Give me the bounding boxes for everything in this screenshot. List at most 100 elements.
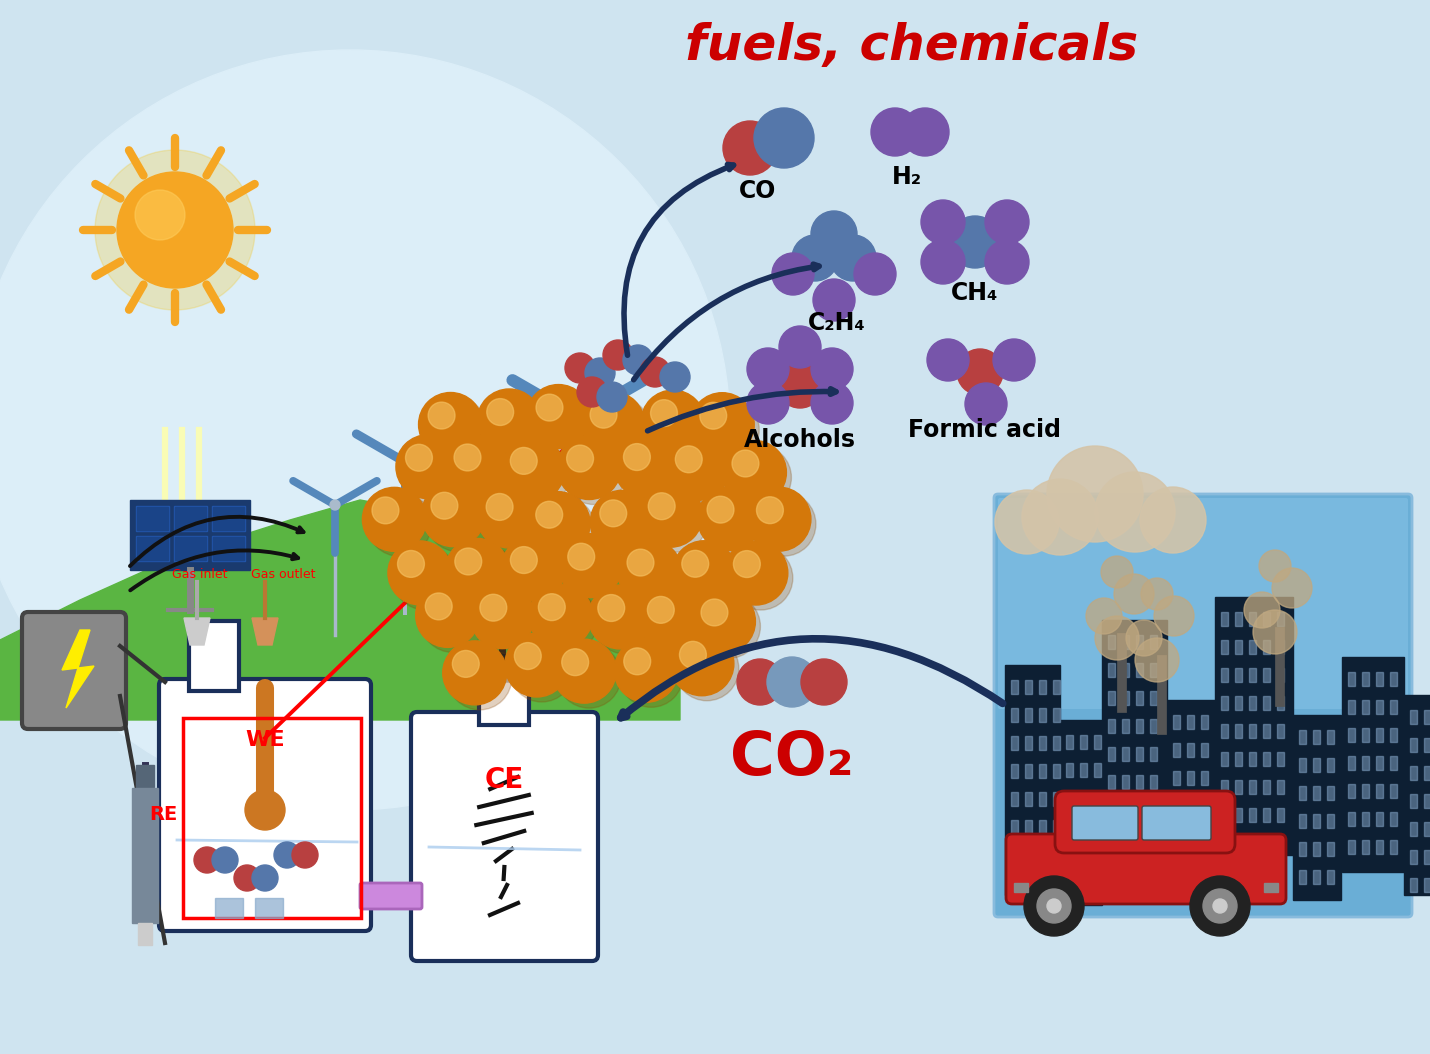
Bar	[1348, 728, 1356, 742]
Bar	[1201, 855, 1208, 868]
Circle shape	[482, 394, 546, 458]
Bar	[1011, 876, 1018, 890]
Text: WE: WE	[245, 730, 285, 750]
Bar	[132, 788, 157, 923]
Circle shape	[992, 339, 1035, 380]
Bar	[1094, 875, 1101, 889]
Bar	[1390, 812, 1397, 826]
Circle shape	[734, 550, 761, 578]
Bar	[1025, 680, 1032, 694]
Circle shape	[526, 491, 591, 555]
Circle shape	[619, 440, 684, 503]
Circle shape	[766, 657, 817, 707]
Circle shape	[425, 593, 452, 620]
Bar	[1277, 808, 1284, 822]
Bar	[1248, 752, 1256, 766]
Bar	[212, 536, 245, 561]
Bar	[1040, 876, 1045, 890]
Text: Gas inlet: Gas inlet	[172, 568, 227, 582]
Bar	[1108, 803, 1115, 817]
Circle shape	[619, 643, 684, 707]
Bar	[1376, 672, 1383, 686]
Circle shape	[615, 639, 678, 702]
Bar	[1313, 730, 1320, 744]
Bar	[1410, 766, 1417, 780]
Circle shape	[901, 108, 950, 156]
Circle shape	[565, 353, 595, 383]
Circle shape	[488, 435, 502, 449]
Circle shape	[588, 585, 652, 649]
Circle shape	[642, 592, 706, 656]
Circle shape	[669, 631, 734, 696]
Bar	[1103, 620, 1167, 865]
Circle shape	[94, 150, 255, 310]
Circle shape	[811, 382, 854, 424]
Text: H₂: H₂	[892, 165, 922, 189]
Bar	[1150, 719, 1157, 733]
Bar	[1327, 758, 1334, 772]
Circle shape	[511, 547, 538, 573]
Circle shape	[702, 491, 766, 555]
Circle shape	[393, 546, 458, 610]
Bar	[1263, 696, 1270, 710]
Circle shape	[571, 410, 586, 426]
Circle shape	[531, 496, 595, 561]
Circle shape	[641, 390, 705, 454]
Bar	[1150, 775, 1157, 789]
Bar	[1236, 612, 1243, 626]
Circle shape	[212, 847, 237, 873]
Bar	[1236, 640, 1243, 653]
Bar	[1263, 752, 1270, 766]
Circle shape	[134, 190, 184, 240]
Circle shape	[1190, 876, 1250, 936]
Circle shape	[776, 362, 824, 408]
Circle shape	[732, 450, 759, 476]
Bar	[1150, 691, 1157, 705]
Bar	[1065, 790, 1072, 805]
Bar	[1080, 875, 1087, 889]
FancyBboxPatch shape	[998, 497, 1409, 709]
Bar	[1327, 730, 1334, 744]
Circle shape	[1244, 592, 1280, 628]
Bar	[1313, 786, 1320, 800]
Circle shape	[388, 541, 452, 605]
Bar	[1052, 876, 1060, 890]
Bar	[1236, 752, 1243, 766]
Circle shape	[422, 483, 485, 547]
Circle shape	[595, 495, 659, 560]
Circle shape	[526, 385, 591, 449]
Circle shape	[596, 382, 626, 412]
Bar	[1094, 735, 1101, 749]
Bar	[174, 536, 206, 560]
Text: Gas outlet: Gas outlet	[250, 568, 315, 582]
Circle shape	[538, 593, 565, 621]
Bar	[1298, 730, 1306, 744]
Bar	[137, 507, 167, 530]
Circle shape	[194, 847, 220, 873]
Circle shape	[1085, 598, 1123, 635]
Polygon shape	[61, 630, 94, 708]
Circle shape	[428, 403, 455, 429]
Bar	[1173, 715, 1180, 729]
Bar	[1410, 850, 1417, 864]
Bar	[1187, 827, 1194, 841]
Bar	[1150, 831, 1157, 845]
Circle shape	[1095, 616, 1140, 660]
Circle shape	[563, 539, 628, 603]
Circle shape	[536, 394, 563, 421]
Bar	[1424, 710, 1430, 724]
Circle shape	[779, 326, 821, 368]
Circle shape	[801, 659, 847, 705]
Bar	[1313, 842, 1320, 856]
Bar	[1424, 766, 1430, 780]
Circle shape	[430, 492, 458, 520]
Bar	[1361, 700, 1369, 714]
Bar	[1123, 635, 1130, 649]
Bar	[1173, 770, 1180, 785]
Circle shape	[671, 442, 735, 505]
Bar	[1052, 764, 1060, 778]
Circle shape	[558, 644, 621, 708]
Bar	[1410, 794, 1417, 808]
Circle shape	[486, 493, 513, 521]
Bar	[1201, 799, 1208, 813]
